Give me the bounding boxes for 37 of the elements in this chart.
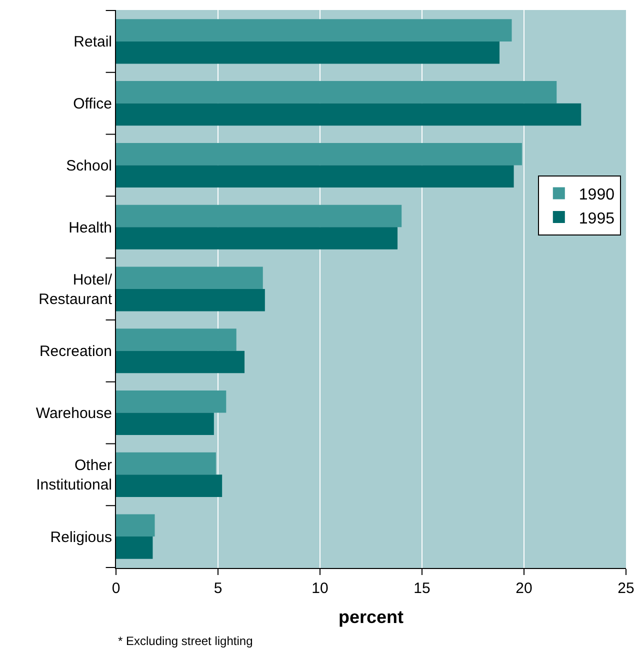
text: * Excluding street lighting: [118, 634, 253, 648]
y-tick-label: Recreation: [39, 343, 112, 360]
bar: [116, 350, 245, 374]
bar: [116, 81, 557, 104]
bar: [116, 514, 155, 537]
bar: [116, 390, 226, 413]
bar: [116, 266, 263, 289]
bar: [116, 19, 512, 42]
y-tick-label: Health: [68, 219, 112, 236]
y-tick-label: Hotel/ Restaurant: [38, 272, 113, 308]
x-axis-title: percent: [338, 607, 404, 628]
bar: [116, 452, 216, 475]
x-tick-label: 0: [112, 580, 120, 597]
bar: [116, 474, 222, 497]
bar: [116, 142, 522, 166]
y-tick-label: Retail: [74, 34, 112, 51]
x-tick-label: 20: [516, 580, 532, 597]
y-tick-label: School: [66, 157, 112, 174]
bar: [116, 289, 265, 312]
bar: [116, 328, 236, 351]
y-tick-label: Warehouse: [36, 405, 112, 422]
legend-label: 1990: [578, 186, 615, 204]
bar: [116, 103, 582, 126]
bar: [116, 412, 214, 436]
x-tick-label: 10: [312, 580, 328, 597]
x-tick-label: 25: [618, 580, 634, 597]
bar: [116, 536, 153, 559]
bar: [116, 165, 514, 188]
x-tick-label: 15: [414, 580, 430, 597]
y-tick-label: Other Institutional: [36, 457, 112, 494]
x-tick-label: 5: [214, 580, 222, 597]
bar: [116, 227, 398, 250]
y-tick-label: Religious: [50, 528, 112, 546]
bar: [116, 204, 402, 228]
y-tick-label: Office: [73, 96, 112, 113]
bar: [116, 41, 500, 64]
legend-label: 1995: [578, 210, 615, 228]
